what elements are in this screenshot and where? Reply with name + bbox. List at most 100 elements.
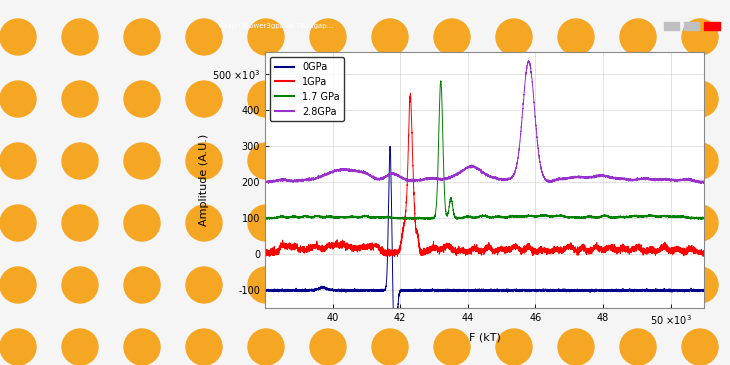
2.8GPa: [700, 180, 709, 184]
Circle shape: [620, 143, 656, 179]
Circle shape: [0, 81, 36, 117]
Circle shape: [496, 205, 532, 241]
Text: Graph3power3gpa vs TWingap...: Graph3power3gpa vs TWingap...: [219, 23, 334, 29]
Circle shape: [620, 329, 656, 365]
1.7 GPa: [540, 213, 549, 218]
Circle shape: [62, 143, 98, 179]
Circle shape: [62, 205, 98, 241]
Circle shape: [124, 81, 160, 117]
0GPa: [700, 288, 709, 292]
Line: 0GPa: 0GPa: [265, 146, 704, 355]
Circle shape: [558, 81, 594, 117]
1GPa: [283, 244, 291, 249]
Circle shape: [496, 329, 532, 365]
Circle shape: [186, 143, 222, 179]
1.7 GPa: [420, 216, 429, 221]
1.7 GPa: [610, 216, 619, 220]
Circle shape: [558, 19, 594, 55]
0GPa: [610, 288, 619, 292]
1GPa: [390, 254, 399, 259]
Circle shape: [186, 81, 222, 117]
Circle shape: [310, 143, 346, 179]
Circle shape: [0, 143, 36, 179]
Circle shape: [682, 143, 718, 179]
2.8GPa: [520, 80, 529, 85]
Circle shape: [372, 19, 408, 55]
1GPa: [520, 246, 529, 250]
Circle shape: [248, 329, 284, 365]
Circle shape: [310, 205, 346, 241]
Circle shape: [620, 81, 656, 117]
Circle shape: [434, 329, 470, 365]
Circle shape: [124, 205, 160, 241]
1GPa: [700, 251, 709, 256]
0GPa: [540, 289, 549, 293]
Circle shape: [310, 329, 346, 365]
Circle shape: [620, 19, 656, 55]
Circle shape: [62, 329, 98, 365]
Line: 2.8GPa: 2.8GPa: [265, 61, 704, 184]
1GPa: [420, 250, 429, 255]
2.8GPa: [540, 175, 549, 180]
Circle shape: [682, 329, 718, 365]
Circle shape: [434, 267, 470, 303]
1.7 GPa: [261, 216, 269, 220]
Circle shape: [186, 205, 222, 241]
0GPa: [283, 288, 291, 292]
Circle shape: [248, 143, 284, 179]
X-axis label: F (kT): F (kT): [469, 333, 501, 343]
Circle shape: [124, 267, 160, 303]
0GPa: [586, 289, 595, 293]
Circle shape: [0, 329, 36, 365]
Circle shape: [248, 19, 284, 55]
Bar: [684, 22, 699, 30]
Circle shape: [372, 205, 408, 241]
Circle shape: [372, 81, 408, 117]
1.7 GPa: [283, 215, 291, 219]
Circle shape: [558, 267, 594, 303]
Circle shape: [496, 267, 532, 303]
Circle shape: [496, 81, 532, 117]
Line: 1.7 GPa: 1.7 GPa: [265, 81, 704, 220]
Circle shape: [372, 329, 408, 365]
Circle shape: [62, 19, 98, 55]
Circle shape: [124, 329, 160, 365]
Circle shape: [310, 267, 346, 303]
Circle shape: [372, 267, 408, 303]
Y-axis label: Amplitude (A.U.): Amplitude (A.U.): [199, 134, 210, 226]
1GPa: [406, 91, 415, 95]
Circle shape: [496, 143, 532, 179]
0GPa: [520, 288, 529, 293]
1GPa: [261, 251, 269, 255]
0GPa: [420, 288, 429, 292]
Circle shape: [620, 205, 656, 241]
1.7 GPa: [423, 218, 431, 222]
Circle shape: [682, 267, 718, 303]
Circle shape: [434, 143, 470, 179]
Line: 1GPa: 1GPa: [265, 93, 704, 257]
Bar: [704, 22, 720, 30]
Circle shape: [186, 329, 222, 365]
Circle shape: [682, 205, 718, 241]
0GPa: [385, 144, 394, 149]
Bar: [664, 22, 679, 30]
2.8GPa: [524, 58, 533, 63]
1GPa: [540, 248, 549, 252]
0GPa: [391, 353, 399, 357]
1GPa: [610, 249, 619, 253]
2.8GPa: [586, 176, 595, 180]
1.7 GPa: [700, 215, 709, 220]
Circle shape: [558, 205, 594, 241]
Circle shape: [0, 267, 36, 303]
1GPa: [586, 248, 595, 253]
Circle shape: [558, 329, 594, 365]
Circle shape: [248, 205, 284, 241]
Circle shape: [0, 19, 36, 55]
0GPa: [261, 287, 269, 292]
2.8GPa: [610, 176, 618, 181]
Circle shape: [248, 81, 284, 117]
Circle shape: [434, 81, 470, 117]
Circle shape: [310, 19, 346, 55]
Circle shape: [434, 205, 470, 241]
2.8GPa: [420, 178, 429, 182]
